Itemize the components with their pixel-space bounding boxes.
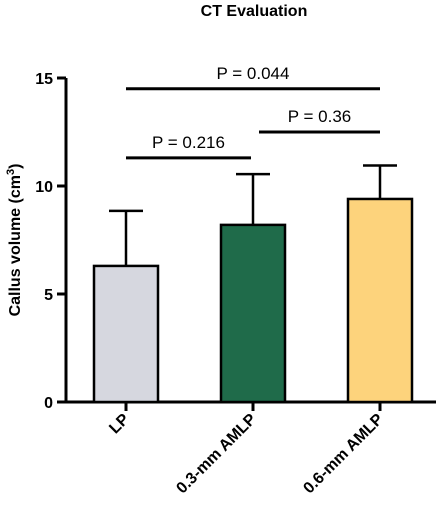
y-tick-label: 0 bbox=[44, 395, 53, 412]
significance-brackets: P = 0.044 P = 0.216 P = 0.36 bbox=[126, 64, 380, 160]
bar bbox=[219, 223, 287, 404]
p-value-label: P = 0.36 bbox=[288, 107, 352, 126]
y-tick-label: 5 bbox=[44, 287, 53, 304]
error-bars bbox=[109, 164, 397, 266]
svg-text:Callus volume (cm3): Callus volume (cm3) bbox=[5, 164, 24, 317]
x-tick-label: 0.6-mm AMLP bbox=[300, 411, 387, 498]
p-value-label: P = 0.044 bbox=[217, 64, 290, 83]
x-tick-label: LP bbox=[106, 411, 133, 438]
y-ticks: 0 5 10 15 bbox=[35, 71, 66, 412]
chart-title: CT Evaluation bbox=[201, 3, 308, 20]
y-axis-label-main: Callus volume (cm bbox=[7, 175, 24, 316]
x-ticks: LP 0.3-mm AMLP 0.6-mm AMLP bbox=[106, 402, 387, 497]
p-value-label: P = 0.216 bbox=[152, 133, 225, 152]
x-tick-label: 0.3-mm AMLP bbox=[173, 411, 260, 498]
y-axis-label-close: ) bbox=[7, 164, 24, 169]
y-axis-label: Callus volume (cm3) bbox=[5, 164, 24, 317]
y-axis-label-superscript: 3 bbox=[5, 169, 17, 175]
y-tick-label: 15 bbox=[35, 71, 53, 88]
bar bbox=[346, 197, 414, 404]
bar bbox=[92, 264, 160, 404]
y-tick-label: 10 bbox=[35, 179, 53, 196]
bars bbox=[92, 197, 414, 404]
